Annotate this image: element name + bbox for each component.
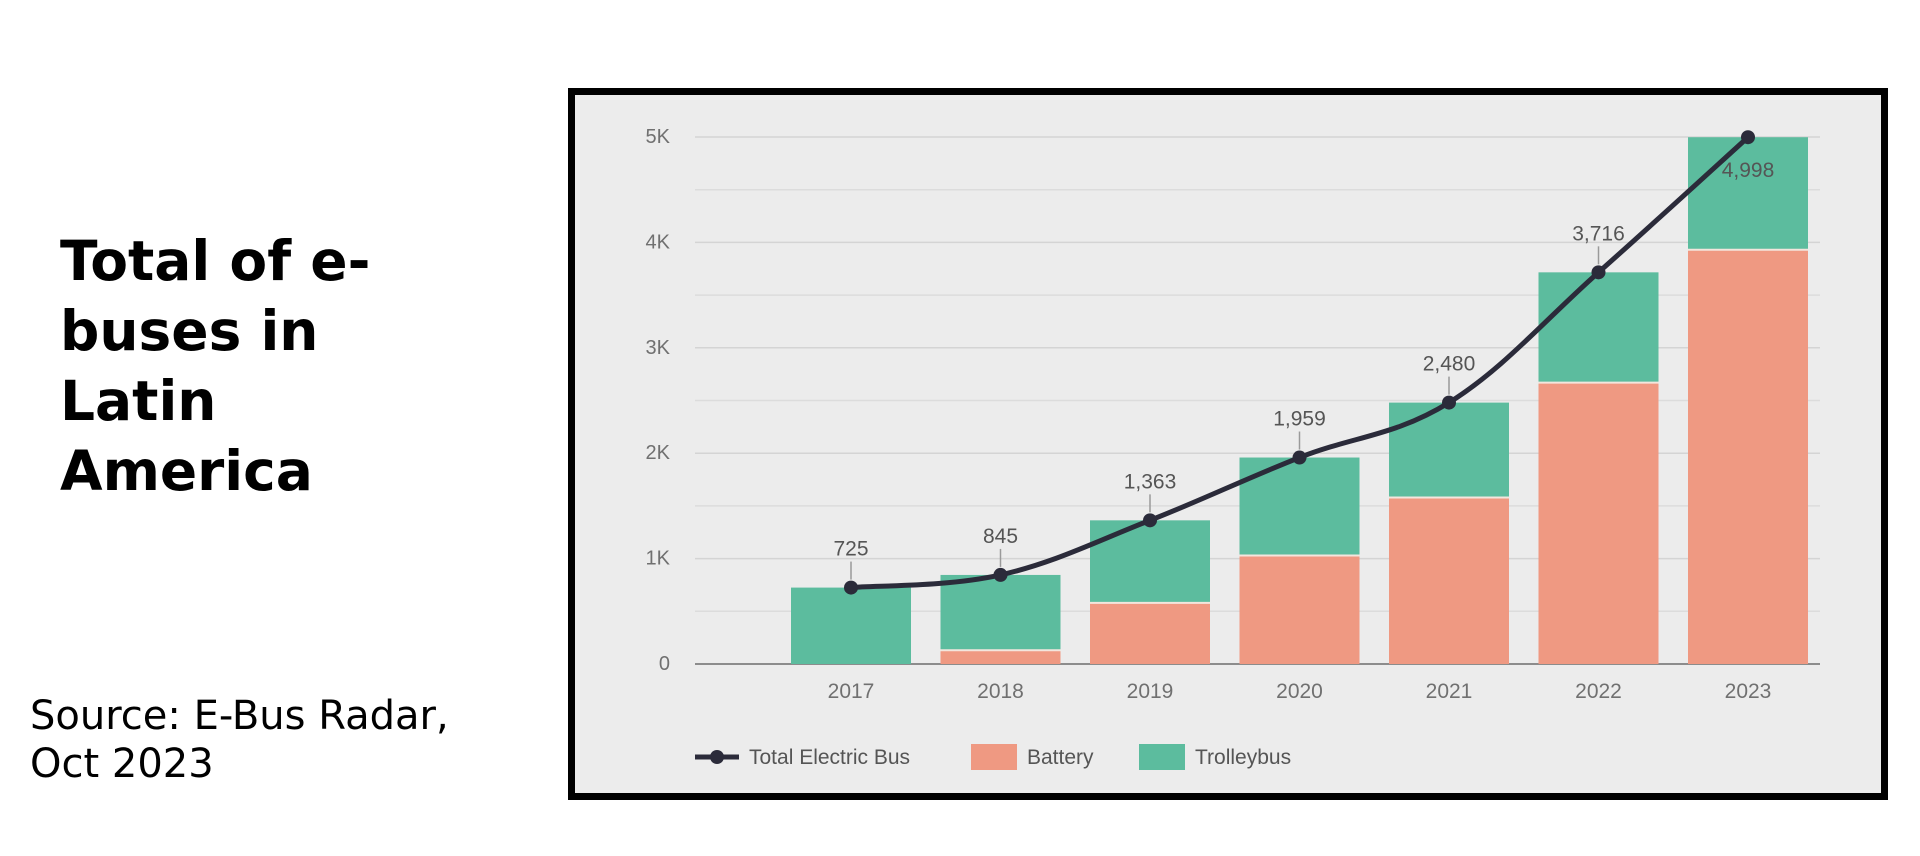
legend-swatch-battery <box>971 744 1017 770</box>
data-label: 3,716 <box>1572 222 1625 245</box>
y-tick-label: 2K <box>646 442 671 464</box>
total-point-2018 <box>993 567 1008 582</box>
data-label: 2,480 <box>1423 353 1476 376</box>
bar-trolleybus-2022 <box>1538 272 1659 383</box>
y-tick-label: 0 <box>659 653 670 675</box>
x-tick-label: 2017 <box>828 680 875 703</box>
page-title: Total of e-buses in Latin America <box>60 229 371 503</box>
source-note: Source: E-Bus Radar, Oct 2023 <box>30 693 449 787</box>
y-tick-label: 5K <box>646 126 671 148</box>
data-label: 725 <box>833 538 868 561</box>
bar-trolleybus-2021 <box>1389 402 1509 498</box>
data-label: 1,959 <box>1273 408 1326 431</box>
bar-battery-2023 <box>1688 249 1808 664</box>
bar-trolleybus-2018 <box>940 574 1061 651</box>
total-point-2020 <box>1292 450 1307 465</box>
data-label: 1,363 <box>1124 470 1177 493</box>
chart-frame: 0 1K 2K 3K 4K 5K 2017 2018 2019 2020 2021 2022 2023 7… <box>568 88 1888 800</box>
legend-label: Total Electric Bus <box>749 746 910 769</box>
x-tick-label: 2018 <box>977 680 1024 703</box>
legend-swatch-trolleybus <box>1139 744 1185 770</box>
data-label: 4,998 <box>1722 159 1775 182</box>
total-point-2017 <box>844 580 858 595</box>
bar-battery-2018 <box>940 650 1061 664</box>
bar-trolleybus-2019 <box>1090 520 1210 603</box>
bar-battery-2021 <box>1389 497 1509 664</box>
legend-label: Trolleybus <box>1195 746 1291 769</box>
y-tick-label: 1K <box>646 548 671 570</box>
legend-line-marker <box>710 750 724 764</box>
x-tick-label: 2023 <box>1725 680 1772 703</box>
y-tick-label: 4K <box>646 231 671 253</box>
ebus-chart: 0 1K 2K 3K 4K 5K 2017 2018 2019 2020 2021 2022 2023 7… <box>646 126 1820 770</box>
x-tick-label: 2021 <box>1426 680 1473 703</box>
y-tick-label: 3K <box>646 337 671 359</box>
x-tick-label: 2020 <box>1276 680 1323 703</box>
bar-trolleybus-2017 <box>791 587 911 664</box>
bar-battery-2019 <box>1090 602 1210 664</box>
total-point-2019 <box>1143 513 1157 528</box>
x-tick-label: 2022 <box>1575 680 1622 703</box>
total-point-2023 <box>1741 130 1755 145</box>
bar-battery-2022 <box>1538 382 1659 664</box>
bar-trolleybus-2023 <box>1688 137 1808 250</box>
total-point-2022 <box>1591 265 1606 280</box>
total-point-2021 <box>1442 395 1456 410</box>
data-label: 845 <box>983 525 1018 548</box>
legend-label: Battery <box>1027 746 1094 769</box>
x-tick-label: 2019 <box>1127 680 1174 703</box>
bar-battery-2020 <box>1239 555 1360 664</box>
